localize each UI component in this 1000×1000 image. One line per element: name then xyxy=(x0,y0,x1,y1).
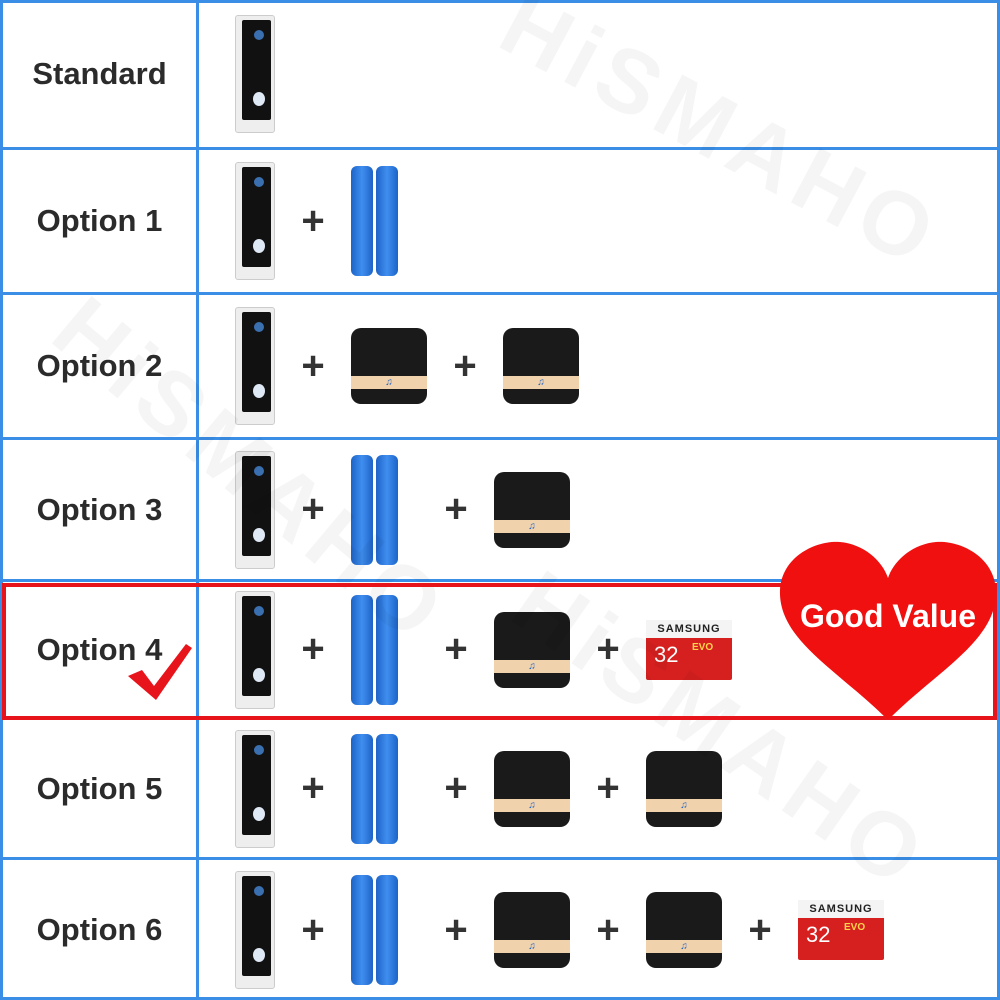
chime-receiver-image: ♫ xyxy=(351,328,427,404)
doorbell-image xyxy=(235,162,275,280)
option-row: Option 1 + xyxy=(3,150,1000,295)
plus-icon: + xyxy=(444,766,468,810)
checkmark-icon xyxy=(128,644,192,700)
bundle-items: + + ♫ + ♫ + SAMSUNG 32 EVO xyxy=(235,860,884,1000)
bundle-items: + + ♫ + ♫ xyxy=(235,720,722,857)
chime-receiver-image: ♫ xyxy=(646,750,722,827)
option-label: Option 2 xyxy=(3,295,199,437)
battery-image xyxy=(351,733,398,844)
doorbell-image xyxy=(235,307,275,425)
doorbell-image xyxy=(235,14,275,133)
bundle-items xyxy=(235,0,275,147)
plus-icon: + xyxy=(301,766,325,810)
option-label: Option 5 xyxy=(3,720,199,857)
option-label: Option 4 xyxy=(3,582,199,717)
chime-receiver-image: ♫ xyxy=(646,892,722,968)
highlight-frame xyxy=(2,583,997,720)
plus-icon: + xyxy=(596,627,620,671)
plus-icon: + xyxy=(444,907,468,952)
good-value-badge: Good Value xyxy=(799,598,977,634)
option-row: Option 3 + + ♫ xyxy=(3,440,1000,582)
plus-icon: + xyxy=(748,907,772,952)
option-label: Option 6 xyxy=(3,860,199,1000)
option-row: Option 5 + + ♫ + ♫ xyxy=(3,720,1000,860)
battery-image xyxy=(351,166,398,276)
option-label: Option 1 xyxy=(3,150,199,292)
option-row: Option 2 + ♫ + ♫ xyxy=(3,295,1000,440)
plus-icon: + xyxy=(596,907,620,952)
sd-brand: SAMSUNG xyxy=(646,619,732,638)
sd-card-image: SAMSUNG 32 EVO xyxy=(646,619,732,680)
bundle-items: + + ♫ xyxy=(235,440,570,579)
chime-receiver-image: ♫ xyxy=(494,611,570,688)
sd-model: EVO xyxy=(844,922,866,933)
battery-image xyxy=(351,875,398,985)
option-row: Standard xyxy=(3,0,1000,150)
plus-icon: + xyxy=(301,627,325,671)
option-label: Option 3 xyxy=(3,440,199,579)
chime-receiver-image: ♫ xyxy=(494,471,570,548)
bundle-items: + xyxy=(235,150,418,292)
chime-receiver-image: ♫ xyxy=(503,328,579,404)
plus-icon: + xyxy=(301,198,325,243)
sd-brand: SAMSUNG xyxy=(798,900,884,918)
doorbell-image xyxy=(235,729,275,848)
plus-icon: + xyxy=(301,907,325,952)
doorbell-image xyxy=(235,871,275,989)
battery-image xyxy=(351,594,398,705)
sd-card-image: SAMSUNG 32 EVO xyxy=(798,900,884,960)
doorbell-image xyxy=(235,590,275,709)
bundle-items: + + ♫ + SAMSUNG 32 EVO xyxy=(235,582,732,717)
bundle-items: + ♫ + ♫ xyxy=(235,295,579,437)
plus-icon: + xyxy=(301,487,325,531)
doorbell-image xyxy=(235,450,275,569)
sd-model: EVO xyxy=(692,641,714,653)
plus-icon: + xyxy=(301,343,325,388)
battery-image xyxy=(351,454,398,565)
plus-icon: + xyxy=(444,487,468,531)
plus-icon: + xyxy=(444,627,468,671)
sd-capacity: 32 xyxy=(654,641,679,667)
option-row: Option 6 + + ♫ + ♫ + SAMSUNG 32 EVO xyxy=(3,860,1000,1000)
sd-capacity: 32 xyxy=(806,922,831,947)
plus-icon: + xyxy=(596,766,620,810)
chime-receiver-image: ♫ xyxy=(494,750,570,827)
heart-icon xyxy=(779,541,997,720)
plus-icon: + xyxy=(453,343,477,388)
chime-receiver-image: ♫ xyxy=(494,892,570,968)
option-label: Standard xyxy=(3,0,199,147)
